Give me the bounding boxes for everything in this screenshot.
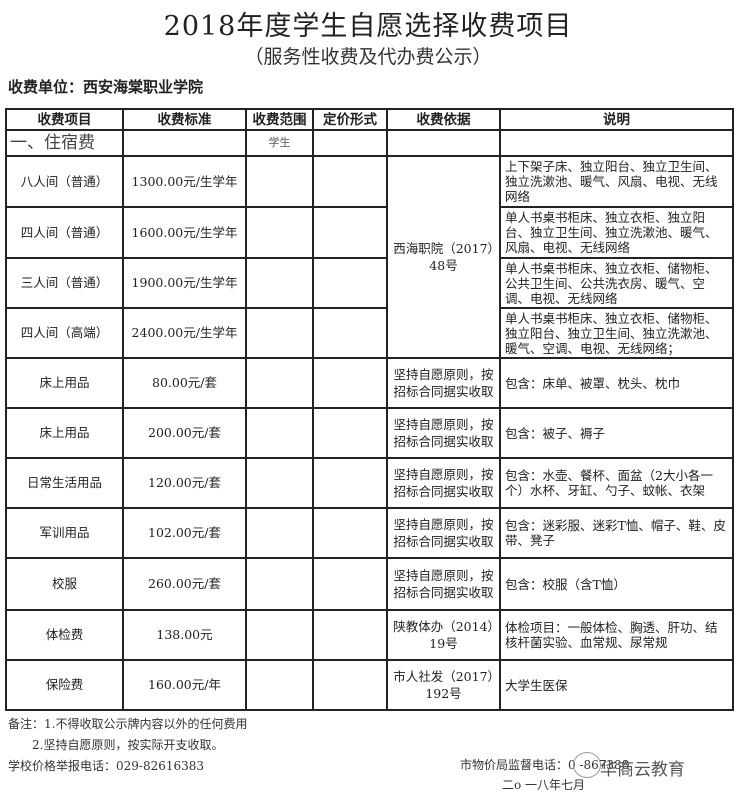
- table-row: 军训用品 102.00元/套 坚持自愿原则，按招标合同据实收取 包含：迷彩服、迷彩T恤…: [5, 507, 734, 559]
- item-cell: 床上用品: [5, 357, 124, 409]
- table-row: 四人间（高端） 2400.00元/生学年 单人书桌书柜床、独立衣柜、储物柜、独立…: [5, 307, 734, 359]
- price-cell: 120.00元/套: [122, 457, 247, 509]
- item-cell: 四人间（高端）: [5, 307, 124, 359]
- price-cell: 138.00元: [122, 609, 247, 661]
- item-cell: 体检费: [5, 609, 124, 661]
- item-cell: 三人间（普通）: [5, 257, 124, 309]
- watermark-logo-icon: [573, 752, 601, 778]
- table-row: 保险费 160.00元/年 市人社发（2017）192号 大学生医保: [5, 659, 734, 711]
- pricing-form-cell: [312, 357, 388, 409]
- basis-cell: 西海职院（2017）48号: [386, 155, 501, 359]
- desc-cell: 单人书桌书柜床、独立衣柜、独立阳台、独立卫生间、独立洗漱池、暖气、风扇、电视、无…: [499, 206, 734, 259]
- table-row: 日常生活用品 120.00元/套 坚持自愿原则，按招标合同据实收取 包含：水壶、餐杯、…: [5, 457, 734, 509]
- scope-cell: [245, 457, 314, 509]
- basis-cell: 坚持自愿原则，按招标合同据实收取: [386, 557, 501, 611]
- basis-cell: 坚持自愿原则，按招标合同据实收取: [386, 457, 501, 509]
- item-cell: 四人间（普通）: [5, 206, 124, 259]
- header-cell: 收费依据: [386, 108, 501, 131]
- scope-cell: [245, 659, 314, 711]
- table-row: 床上用品 200.00元/套 坚持自愿原则，按招标合同据实收取 包含：被子、褥子: [5, 407, 734, 459]
- basis-cell: 坚持自愿原则，按招标合同据实收取: [386, 357, 501, 409]
- table-header-row: 收费项目 收费标准 收费范围 定价形式 收费依据 说明: [5, 108, 734, 131]
- header-cell: 收费标准: [122, 108, 247, 131]
- pricing-form-cell: [312, 457, 388, 509]
- price-cell: 1900.00元/生学年: [122, 257, 247, 309]
- basis-cell: 坚持自愿原则，按招标合同据实收取: [386, 507, 501, 559]
- header-cell: 定价形式: [312, 108, 388, 131]
- desc-cell: 大学生医保: [499, 659, 734, 711]
- price-cell: 160.00元/年: [122, 659, 247, 711]
- desc-cell: 包含：迷彩服、迷彩T恤、帽子、鞋、皮带、凳子: [499, 507, 734, 559]
- price-cell: 2400.00元/生学年: [122, 307, 247, 359]
- watermark: 华商云教育: [600, 760, 685, 780]
- basis-cell: 市人社发（2017）192号: [386, 659, 501, 711]
- scope-cell: [245, 407, 314, 459]
- scope-cell: [245, 557, 314, 611]
- page-title: 2018年度学生自愿选择收费项目: [163, 11, 573, 42]
- desc-cell: 单人书桌书柜床、独立衣柜、储物柜、公共卫生间、公共洗衣房、暖气、空调、电视、无线…: [499, 257, 734, 309]
- table-row: 体检费 138.00元 陕教体办（2014）19号 体检项目：一般体检、胸透、肝功、结…: [5, 609, 734, 661]
- price-cell: 102.00元/套: [122, 507, 247, 559]
- scope-cell: [245, 507, 314, 559]
- price-cell: 260.00元/套: [122, 557, 247, 611]
- desc-cell: 包含：被子、褥子: [499, 407, 734, 459]
- section-scope: 学生: [245, 129, 314, 157]
- fee-table: 收费项目 收费标准 收费范围 定价形式 收费依据 说明 一、住宿费 学生 八人间…: [5, 108, 734, 711]
- table-row: 四人间（普通） 1600.00元/生学年 单人书桌书柜床、独立衣柜、独立阳台、独…: [5, 206, 734, 259]
- table-row: 校服 260.00元/套 坚持自愿原则，按招标合同据实收取 包含：校服（含T恤）: [5, 557, 734, 611]
- scope-cell: [245, 357, 314, 409]
- scope-cell: [245, 609, 314, 661]
- basis-cell: 陕教体办（2014）19号: [386, 609, 501, 661]
- header-cell: 收费项目: [5, 108, 124, 131]
- pricing-form-cell: [312, 659, 388, 711]
- item-cell: 校服: [5, 557, 124, 611]
- price-cell: 1600.00元/生学年: [122, 206, 247, 259]
- table-row: 八人间（普通） 1300.00元/生学年 西海职院（2017）48号 上下架子床…: [5, 155, 734, 359]
- pricing-form-cell: [312, 407, 388, 459]
- price-cell: 80.00元/套: [122, 357, 247, 409]
- item-cell: 床上用品: [5, 407, 124, 459]
- price-cell: 200.00元/套: [122, 407, 247, 459]
- note-1: 备注：1.不得收取公示牌内容以外的任何费用: [8, 717, 248, 731]
- charging-unit: 收费单位：西安海棠职业学院: [8, 78, 204, 96]
- desc-cell: 包含：床单、被罩、枕头、枕巾: [499, 357, 734, 409]
- date: 二o 一八年七月: [502, 778, 586, 792]
- section-row: 一、住宿费 学生: [5, 129, 734, 157]
- pricing-form-cell: [312, 609, 388, 661]
- basis-cell: 坚持自愿原则，按招标合同据实收取: [386, 407, 501, 459]
- header-cell: 说明: [499, 108, 734, 131]
- table-row: 三人间（普通） 1900.00元/生学年 单人书桌书柜床、独立衣柜、储物柜、公共…: [5, 257, 734, 309]
- header-cell: 收费范围: [245, 108, 314, 131]
- price-cell: 1300.00元/生学年: [122, 155, 247, 208]
- item-cell: 军训用品: [5, 507, 124, 559]
- school-phone: 学校价格举报电话：029-82616383: [8, 759, 205, 773]
- item-cell: 日常生活用品: [5, 457, 124, 509]
- desc-cell: 单人书桌书柜床、独立衣柜、储物柜、独立阳台、独立卫生间、独立洗漱池、暖气、空调、…: [499, 307, 734, 359]
- item-cell: 八人间（普通）: [5, 155, 124, 208]
- pricing-form-cell: [312, 557, 388, 611]
- note-2: 2.坚持自愿原则，按实际开支收取。: [32, 738, 224, 752]
- desc-cell: 包含：校服（含T恤）: [499, 557, 734, 611]
- page-subtitle: （服务性收费及代办费公示）: [244, 46, 492, 68]
- desc-cell: 包含：水壶、餐杯、面盆（2大小各一个）水杯、牙缸、勺子、蚊帐、衣架: [499, 457, 734, 509]
- table-row: 床上用品 80.00元/套 坚持自愿原则，按招标合同据实收取 包含：床单、被罩、枕头、…: [5, 357, 734, 409]
- desc-cell: 上下架子床、独立阳台、独立卫生间、独立洗漱池、暖气、风扇、电视、无线网络: [499, 155, 734, 208]
- section-label: 一、住宿费: [5, 129, 124, 157]
- item-cell: 保险费: [5, 659, 124, 711]
- desc-cell: 体检项目：一般体检、胸透、肝功、结核杆菌实验、血常规、尿常规: [499, 609, 734, 661]
- notes: 备注：1.不得收取公示牌内容以外的任何费用 2.坚持自愿原则，按实际开支收取。 …: [8, 714, 247, 777]
- pricing-form-cell: [312, 507, 388, 559]
